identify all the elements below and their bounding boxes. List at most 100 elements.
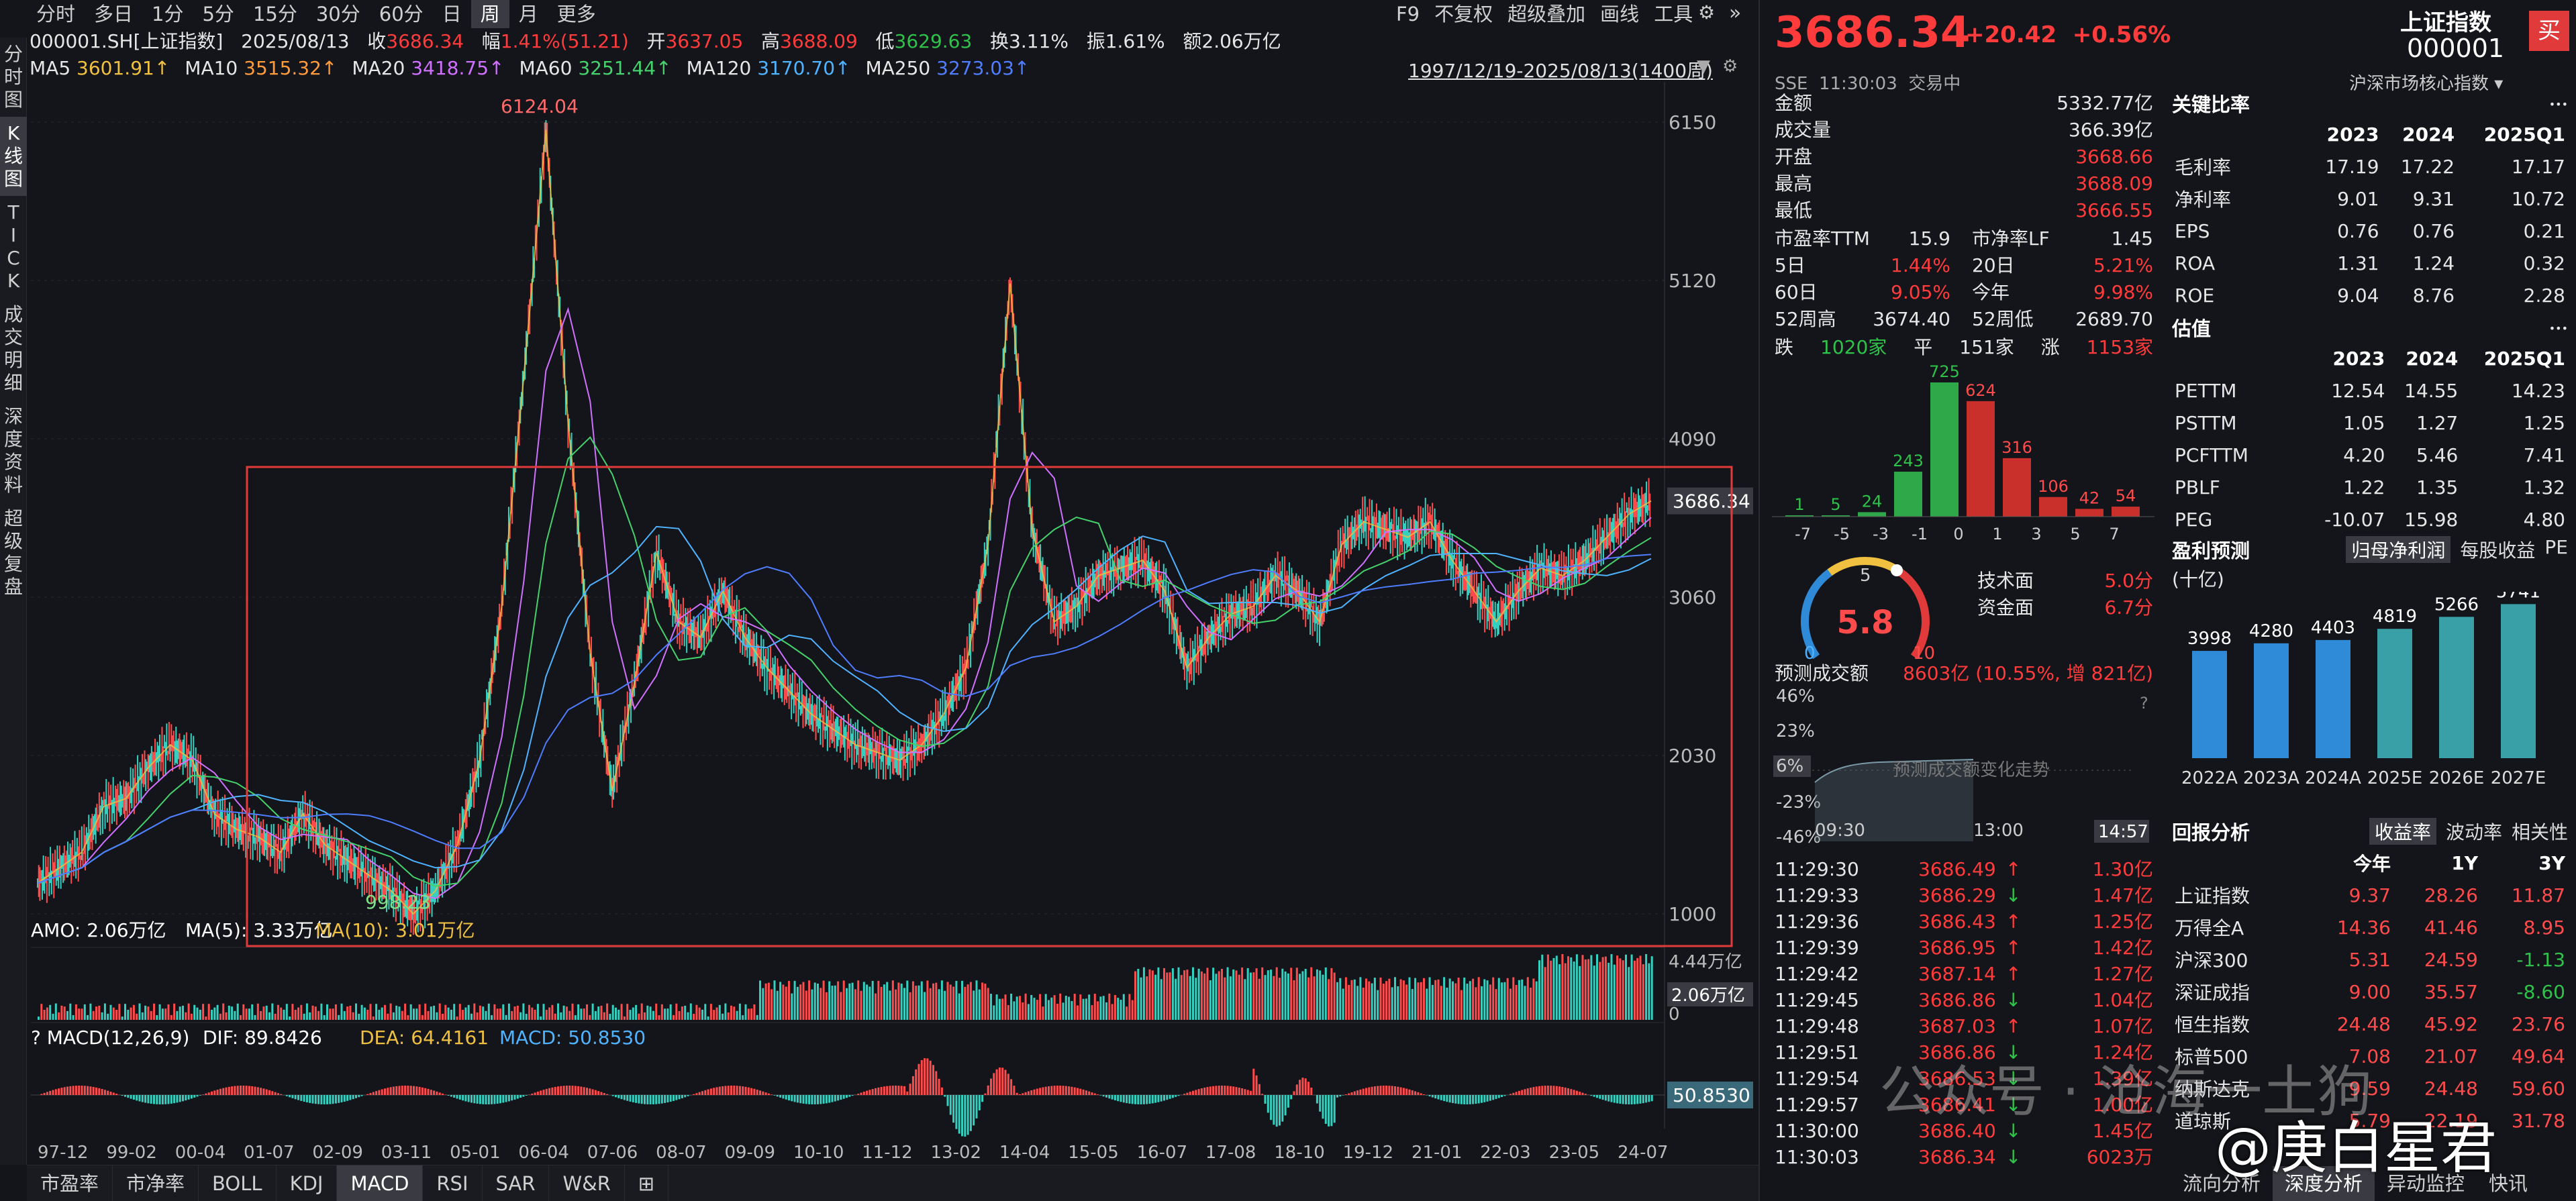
volume-bar: [1044, 994, 1047, 1020]
macd-bar: [462, 1095, 464, 1101]
macd-bar: [1085, 1090, 1087, 1095]
volume-bar: [1573, 961, 1575, 1020]
macd-bar: [695, 1093, 698, 1095]
kline-chart[interactable]: 6150512040903060203010006124.04998.23368…: [27, 82, 1758, 1165]
volume-bar: [1411, 989, 1414, 1020]
date-range-selector[interactable]: 1997/12/19-2025/08/13(1400周): [1408, 60, 1713, 82]
analysis-tab[interactable]: 快讯: [2489, 1172, 2528, 1195]
arrow-down-icon: ↓: [2005, 1146, 2022, 1168]
indicator-tab[interactable]: MACD: [337, 1165, 424, 1201]
macd-bar: [156, 1095, 158, 1104]
period-tab[interactable]: 分时: [36, 3, 76, 25]
period-tab[interactable]: 周: [470, 0, 509, 28]
volume-bar: [811, 989, 813, 1020]
period-tab[interactable]: 1分: [152, 3, 184, 25]
volume-bar: [993, 1005, 995, 1020]
indicator-tab[interactable]: 市净率: [113, 1165, 199, 1201]
table-cell: -10.07: [2324, 508, 2385, 531]
left-tab-4[interactable]: 深度资料: [0, 400, 27, 502]
amplitude-label: 振: [1086, 30, 1105, 52]
distribution-value: 106: [2038, 477, 2069, 496]
analysis-tab[interactable]: 深度分析: [2273, 1166, 2375, 1201]
profit-tab[interactable]: 每股收益: [2460, 539, 2536, 562]
volume-bar: [1579, 965, 1581, 1020]
indicator-tab[interactable]: W&R: [549, 1165, 625, 1201]
caret-down-icon[interactable]: ▼: [1697, 56, 1710, 76]
table-cell: 45.92: [2424, 1012, 2478, 1035]
volume-bar: [427, 1010, 430, 1020]
analysis-tab[interactable]: 异动监控: [2387, 1172, 2465, 1195]
sub-index-selector[interactable]: 沪深市场核心指数 ▾: [2349, 70, 2503, 95]
indicator-tab[interactable]: 市盈率: [27, 1165, 113, 1201]
indicator-tab[interactable]: SAR: [483, 1165, 550, 1201]
left-tab-0[interactable]: 分时图: [0, 38, 27, 117]
period-tab[interactable]: 更多: [556, 3, 596, 25]
pair-right: 20日 5.21%: [1972, 252, 2153, 279]
period-tab[interactable]: 多日: [94, 3, 134, 25]
table-row: 标普500 7.08 21.07 49.64: [2172, 1040, 2568, 1072]
x-tick-label: 03-11: [381, 1143, 432, 1163]
volume-bar: [534, 1009, 536, 1020]
tool-button[interactable]: 画线: [1600, 3, 1640, 25]
current-price-text: 3686.34: [1673, 490, 1750, 513]
indicator-tab[interactable]: RSI: [423, 1165, 483, 1201]
tool-button[interactable]: F9: [1396, 3, 1420, 25]
volume-bar: [1128, 994, 1131, 1020]
macd-bar: [1333, 1095, 1336, 1123]
period-tab[interactable]: 月: [518, 3, 538, 25]
forecast-label: 预测成交额: [1775, 662, 1869, 684]
macd-bar: [1350, 1092, 1353, 1095]
macd-bar: [369, 1093, 372, 1095]
macd-bar: [511, 1095, 513, 1101]
macd-bar: [583, 1087, 585, 1095]
expand-icon[interactable]: »: [1729, 1, 1742, 25]
profit-tab[interactable]: 归母净利润: [2346, 536, 2451, 563]
period-tab[interactable]: 15分: [252, 3, 297, 25]
buy-button[interactable]: 买: [2529, 11, 2569, 51]
left-tab-5[interactable]: 超级复盘: [0, 502, 27, 604]
column-header: 2024: [2402, 123, 2455, 146]
period-tab[interactable]: 日: [442, 3, 462, 25]
returns-tab[interactable]: 相关性: [2511, 821, 2568, 843]
tool-button[interactable]: 超级叠加: [1507, 3, 1586, 25]
macd-bar: [112, 1092, 115, 1095]
settings-icon[interactable]: ⚙: [1698, 1, 1716, 23]
returns-title: 回报分析: [2172, 821, 2250, 844]
period-tab[interactable]: 60分: [379, 3, 424, 25]
more-icon[interactable]: •••: [2548, 322, 2568, 335]
volume-bar: [834, 985, 836, 1020]
volume-bar: [1469, 981, 1471, 1020]
breadth-item: 1153家: [2086, 336, 2153, 358]
macd-bar: [482, 1095, 485, 1104]
settings-icon[interactable]: ⚙: [1722, 56, 1738, 76]
left-tab-char: 料: [3, 474, 23, 496]
returns-tab[interactable]: 波动率: [2445, 821, 2502, 843]
volume-bar: [594, 1010, 597, 1020]
left-tab-3[interactable]: 成交明细: [0, 298, 27, 400]
macd-bar: [811, 1095, 813, 1104]
forecast-line: [1814, 759, 1974, 783]
add-indicator-icon[interactable]: ⊞: [625, 1165, 669, 1201]
macd-bar: [207, 1092, 210, 1095]
volume-bar: [828, 981, 831, 1020]
period-tab[interactable]: 5分: [202, 3, 234, 25]
tool-button[interactable]: 不复权: [1434, 3, 1493, 25]
period-tab[interactable]: 30分: [315, 3, 360, 25]
macd-bar: [456, 1095, 458, 1099]
volume-bar: [799, 984, 802, 1020]
indicator-tab[interactable]: BOLL: [199, 1165, 277, 1201]
tool-button[interactable]: 工具: [1654, 3, 1693, 25]
indicator-tab[interactable]: KDJ: [277, 1165, 338, 1201]
vol-tick-label: 0: [1669, 1004, 1680, 1025]
analysis-tab[interactable]: 流向分析: [2183, 1172, 2261, 1195]
returns-tab[interactable]: 收益率: [2369, 818, 2436, 845]
volume-bar: [1426, 988, 1428, 1020]
macd-bar: [1636, 1095, 1639, 1104]
volume-bar: [413, 1008, 415, 1020]
more-icon[interactable]: •••: [2548, 98, 2568, 111]
profit-tab[interactable]: PE: [2544, 536, 2568, 558]
volume-bar: [225, 1012, 228, 1020]
